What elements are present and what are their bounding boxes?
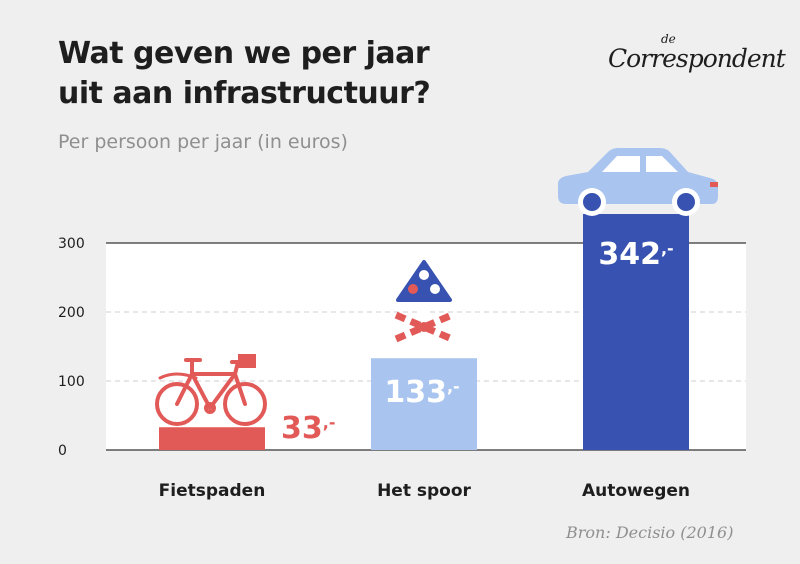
x-tick-label: Autowegen bbox=[582, 481, 690, 501]
brand-logo-small: de bbox=[661, 32, 676, 46]
source-note: Bron: Decisio (2016) bbox=[566, 523, 734, 542]
brand-logo: Correspondent bbox=[608, 44, 786, 73]
chart-title: Wat geven we per jaar uit aan infrastruc… bbox=[58, 34, 578, 114]
data-label: 133,- bbox=[384, 375, 459, 410]
chart-subtitle: Per persoon per jaar (in euros) bbox=[58, 131, 348, 153]
y-tick-label: 0 bbox=[58, 443, 67, 459]
bicycle-icon bbox=[155, 354, 267, 426]
bars-layer bbox=[159, 214, 689, 450]
x-tick-label: Fietspaden bbox=[159, 481, 266, 501]
railway-crossing-icon bbox=[394, 260, 454, 354]
x-tick-label: Het spoor bbox=[377, 481, 471, 501]
y-tick-label: 300 bbox=[58, 236, 85, 252]
bar-het-spoor bbox=[371, 358, 477, 450]
data-label: 342,- bbox=[598, 237, 673, 272]
y-tick-label: 100 bbox=[58, 374, 85, 390]
title-line-1: Wat geven we per jaar bbox=[58, 36, 430, 71]
car-icon bbox=[558, 148, 718, 216]
y-tick-label: 200 bbox=[58, 305, 85, 321]
icons-layer bbox=[155, 148, 718, 426]
data-label: 33,- bbox=[281, 411, 335, 446]
title-line-2: uit aan infrastructuur? bbox=[58, 76, 431, 111]
bar-autowegen bbox=[583, 214, 689, 450]
bar-fietspaden bbox=[159, 427, 265, 450]
labels-layer: Fietspaden 33,- Het spoor 133,- Autowegen 342… bbox=[159, 237, 690, 501]
